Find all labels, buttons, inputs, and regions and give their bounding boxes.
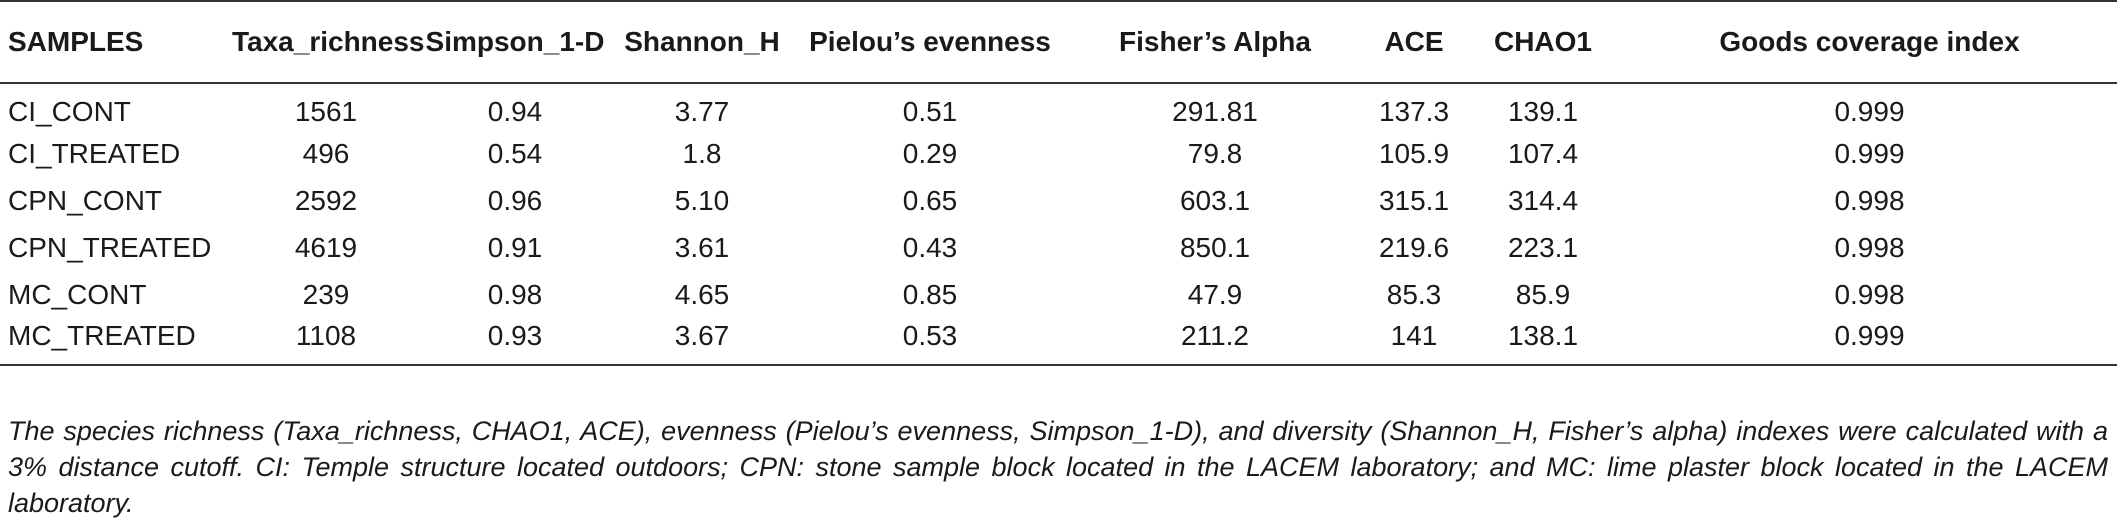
- cell-sample: CI_TREATED: [8, 137, 181, 169]
- cell-chao1: 85.9: [1515, 278, 1571, 310]
- cell-chao1: 138.1: [1507, 320, 1579, 351]
- cell-goods: 0.998: [1834, 278, 1905, 310]
- cell-shannon: 3.67: [674, 320, 730, 351]
- cell-ace: 141: [1390, 320, 1438, 351]
- cell-simpson: 0.98: [487, 278, 543, 310]
- cell-goods: 0.999: [1834, 96, 1905, 127]
- cell-pielou: 0.85: [902, 278, 958, 310]
- cell-shannon: 5.10: [674, 184, 730, 216]
- header-goods-coverage: Goods coverage index: [1622, 1, 2117, 84]
- cell-sample: CI_CONT: [8, 96, 131, 127]
- cell-shannon: 4.65: [674, 278, 730, 310]
- cell-sample: MC_TREATED: [8, 320, 196, 351]
- cell-shannon: 3.77: [674, 96, 730, 127]
- cell-chao1: 314.4: [1507, 184, 1579, 216]
- cell-shannon: 1.8: [682, 137, 722, 169]
- table-row: MC_TREATED 1108 0.93 3.67 0.53 211.2 141…: [0, 318, 2117, 365]
- cell-ace: 85.3: [1386, 278, 1442, 310]
- header-taxa-richness: Taxa_richness: [232, 1, 425, 84]
- table-row: MC_CONT 239 0.98 4.65 0.85 47.9 85.3 85.…: [0, 271, 2117, 318]
- cell-chao1: 107.4: [1507, 137, 1579, 169]
- cell-sample: MC_CONT: [8, 278, 147, 310]
- cell-taxa-richness: 2592: [294, 184, 358, 216]
- cell-fisher: 211.2: [1181, 320, 1249, 351]
- cell-simpson: 0.93: [487, 320, 543, 351]
- cell-pielou: 0.51: [902, 96, 958, 127]
- cell-shannon: 3.61: [674, 231, 730, 263]
- header-samples: SAMPLES: [0, 1, 232, 84]
- cell-goods: 0.998: [1834, 231, 1905, 263]
- cell-goods: 0.999: [1834, 137, 1905, 169]
- cell-taxa-richness: 239: [302, 278, 350, 310]
- cell-simpson: 0.96: [487, 184, 543, 216]
- cell-fisher: 850.1: [1179, 231, 1251, 263]
- header-chao1: CHAO1: [1464, 1, 1622, 84]
- cell-sample: CPN_TREATED: [8, 231, 212, 263]
- header-pielou-evenness: Pielou’s evenness: [794, 1, 1066, 84]
- cell-pielou: 0.29: [902, 137, 958, 169]
- cell-chao1: 139.1: [1507, 96, 1579, 127]
- cell-goods: 0.999: [1834, 320, 1905, 351]
- diversity-indices-table: SAMPLES Taxa_richness Simpson_1-D Shanno…: [0, 1, 2117, 365]
- cell-fisher: 291.81: [1172, 96, 1258, 127]
- diversity-table-container: SAMPLES Taxa_richness Simpson_1-D Shanno…: [0, 1, 2117, 365]
- cell-pielou: 0.53: [902, 320, 958, 351]
- cell-sample: CPN_CONT: [8, 184, 163, 216]
- header-fisher-alpha: Fisher’s Alpha: [1066, 1, 1364, 84]
- cell-ace: 315.1: [1378, 184, 1450, 216]
- cell-simpson: 0.94: [487, 96, 543, 127]
- table-row: CI_TREATED 496 0.54 1.8 0.29 79.8 105.9 …: [0, 130, 2117, 177]
- cell-ace: 105.9: [1378, 137, 1450, 169]
- cell-fisher: 603.1: [1179, 184, 1251, 216]
- cell-taxa-richness: 1561: [294, 96, 358, 127]
- cell-pielou: 0.43: [902, 231, 958, 263]
- cell-fisher: 79.8: [1187, 137, 1243, 169]
- cell-fisher: 47.9: [1187, 278, 1243, 310]
- cell-taxa-richness: 496: [302, 137, 350, 169]
- cell-simpson: 0.91: [487, 231, 543, 263]
- table-row: CI_CONT 1561 0.94 3.77 0.51 291.81 137.3…: [0, 83, 2117, 130]
- header-simpson: Simpson_1-D: [420, 1, 610, 84]
- table-row: CPN_TREATED 4619 0.91 3.61 0.43 850.1 21…: [0, 224, 2117, 271]
- cell-taxa-richness: 4619: [294, 231, 358, 263]
- cell-chao1: 223.1: [1507, 231, 1579, 263]
- cell-ace: 219.6: [1378, 231, 1450, 263]
- cell-ace: 137.3: [1378, 96, 1450, 127]
- table-footnote: The species richness (Taxa_richness, CHA…: [8, 416, 2108, 518]
- cell-simpson: 0.54: [487, 137, 543, 169]
- table-header-row: SAMPLES Taxa_richness Simpson_1-D Shanno…: [0, 1, 2117, 84]
- cell-taxa-richness: 1108: [295, 320, 357, 351]
- header-shannon: Shannon_H: [610, 1, 794, 84]
- cell-goods: 0.998: [1834, 184, 1905, 216]
- table-row: CPN_CONT 2592 0.96 5.10 0.65 603.1 315.1…: [0, 177, 2117, 224]
- cell-pielou: 0.65: [902, 184, 958, 216]
- header-ace: ACE: [1364, 1, 1464, 84]
